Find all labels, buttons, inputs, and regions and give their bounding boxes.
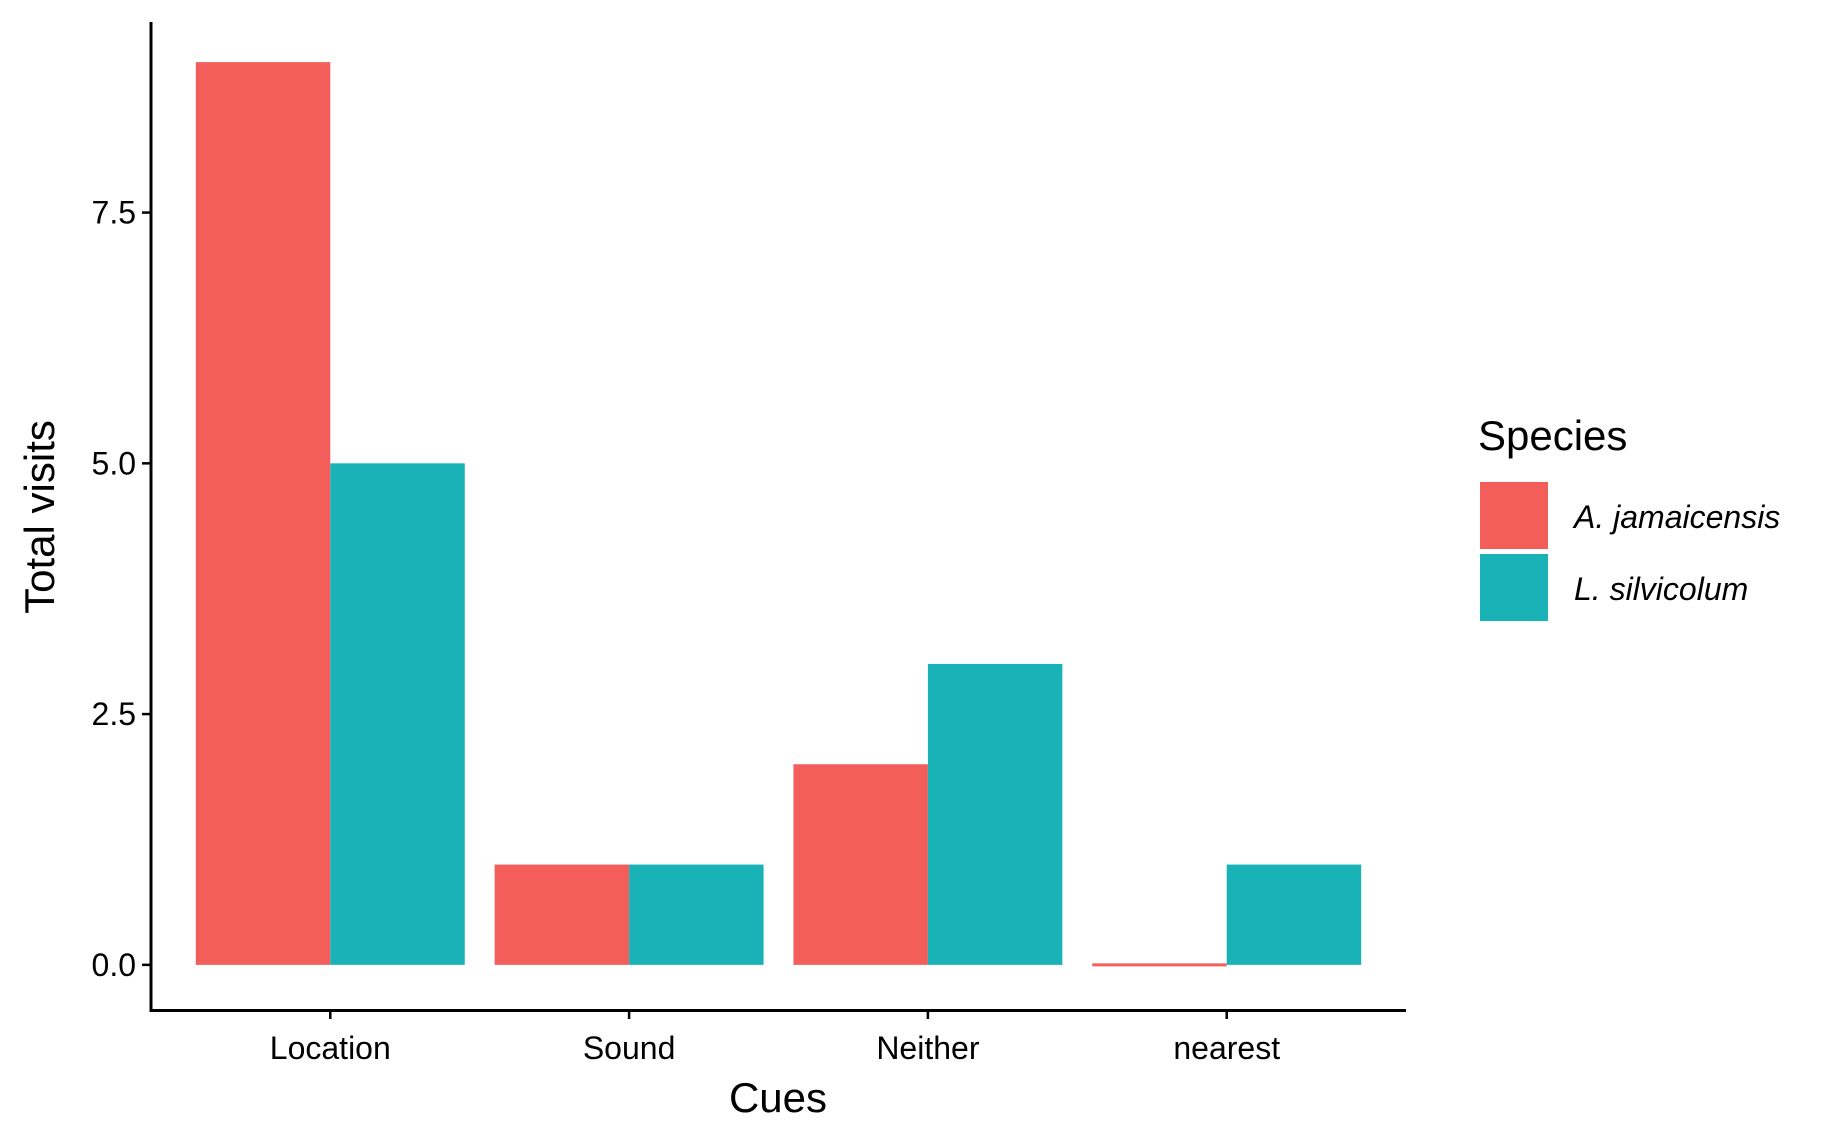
y-ticks-group: 0.0 2.5 5.0 7.5 (92, 195, 151, 983)
bar-sound-a-jamaicensis (494, 864, 630, 965)
x-tick-label: nearest (1173, 1030, 1280, 1066)
bar-neither-l-silvicolum (927, 663, 1063, 965)
y-axis-title: Total visits (16, 420, 63, 614)
bar-nearest-a-jamaicensis (1092, 963, 1227, 967)
bars-group (195, 62, 1362, 967)
legend-label-l-silvicolum: L. silvicolum (1574, 571, 1748, 607)
x-tick-label: Neither (876, 1030, 980, 1066)
bar-location-l-silvicolum (330, 463, 465, 965)
bar-neither-a-jamaicensis (793, 764, 928, 965)
bar-location-a-jamaicensis (195, 62, 331, 965)
bar-sound-l-silvicolum (629, 864, 764, 965)
y-tick-label: 2.5 (92, 696, 136, 732)
x-ticks-group: Location Sound Neither nearest (270, 1010, 1280, 1066)
axes-group (149, 22, 1406, 1012)
legend-swatch-l-silvicolum (1480, 554, 1548, 621)
bar-nearest-l-silvicolum (1226, 864, 1362, 965)
y-tick-label: 5.0 (92, 445, 136, 481)
y-tick-label: 0.0 (92, 947, 136, 983)
x-tick-label: Sound (583, 1030, 676, 1066)
y-tick-label: 7.5 (92, 195, 136, 231)
legend: Species A. jamaicensis L. silvicolum (1478, 412, 1780, 621)
legend-swatch-a-jamaicensis (1480, 482, 1548, 549)
x-tick-label: Location (270, 1030, 391, 1066)
legend-label-a-jamaicensis: A. jamaicensis (1572, 499, 1780, 535)
x-axis-title: Cues (729, 1074, 827, 1121)
legend-title: Species (1478, 412, 1627, 459)
